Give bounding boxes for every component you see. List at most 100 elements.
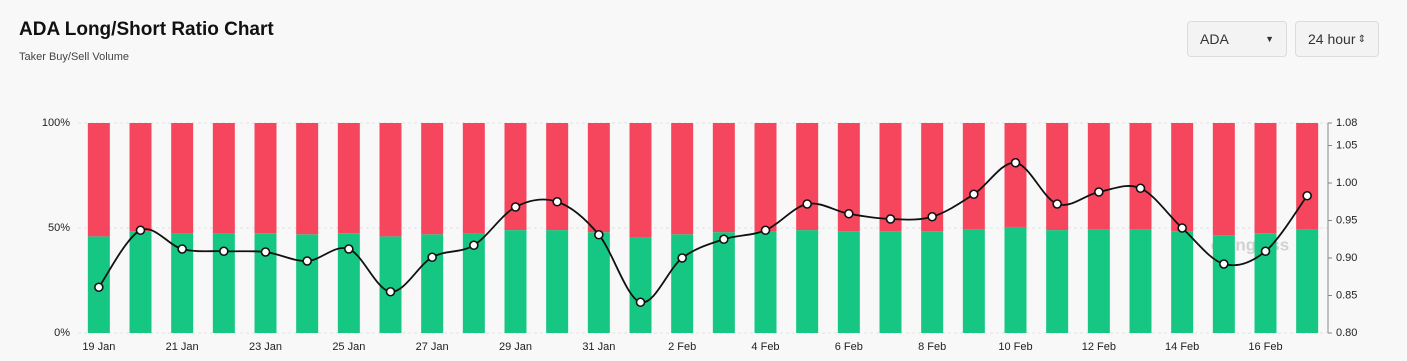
ratio-point [469, 240, 479, 251]
ratio-point [1302, 190, 1312, 201]
bar-segment [462, 123, 485, 234]
x-tick-label: 21 Jan [166, 341, 199, 353]
coin-select[interactable]: ADA ▼ [1187, 21, 1287, 57]
bar-segment [379, 236, 402, 333]
bar-segment [879, 231, 902, 333]
bar-segment [337, 233, 360, 333]
bar-segment [629, 123, 652, 238]
ratio-point [844, 208, 854, 219]
bar-segment [171, 233, 194, 333]
ratio-point [1052, 199, 1062, 209]
ratio-point [594, 229, 604, 240]
ratio-point [1177, 223, 1187, 233]
bar-segment [754, 123, 777, 232]
ratio-point [1010, 157, 1021, 168]
bar-segment [1129, 229, 1152, 333]
bar-segment [421, 234, 444, 333]
y-tick-label: 50% [48, 222, 70, 234]
x-tick-label: 2 Feb [668, 341, 696, 353]
x-tick-label: 10 Feb [998, 341, 1032, 353]
coin-value: ADA [1200, 31, 1229, 47]
bar-segment [587, 232, 610, 333]
bar-segment [1087, 123, 1110, 230]
bar-segment [1129, 123, 1152, 230]
bar-segment [1212, 235, 1235, 333]
y2-tick-label: 1.00 [1336, 177, 1357, 189]
ratio-point [219, 246, 229, 257]
ratio-point [677, 253, 687, 263]
y2-tick-label: 0.85 [1336, 289, 1357, 301]
bar-segment [837, 231, 860, 333]
bar-segment [129, 123, 152, 232]
bar-segment [171, 123, 194, 234]
ratio-point [719, 234, 729, 245]
bar-segment [129, 231, 152, 333]
bar-segment [462, 233, 485, 333]
x-tick-label: 4 Feb [751, 341, 779, 353]
x-tick-label: 31 Jan [582, 341, 615, 353]
bar-segment [1004, 123, 1027, 227]
title: ADA Long/Short Ratio Chart [19, 19, 274, 40]
y-tick-label: 100% [42, 117, 70, 129]
ratio-point [802, 199, 812, 209]
caret: ⇕ [1357, 33, 1366, 45]
bar-segment [671, 234, 694, 333]
bar-segment [421, 123, 444, 235]
ratio-point [1219, 259, 1229, 269]
ratio-point [885, 214, 896, 224]
bar-segment [1254, 123, 1277, 234]
x-tick-label: 12 Feb [1082, 341, 1116, 353]
x-tick-label: 8 Feb [918, 341, 946, 353]
bar-segment [921, 231, 944, 333]
ratio-point [302, 256, 312, 266]
x-tick-label: 16 Feb [1248, 341, 1282, 353]
ratio-point [260, 247, 271, 257]
y2-tick-label: 0.80 [1336, 327, 1357, 339]
range-select[interactable]: 24 hour ⇕ [1295, 21, 1379, 57]
x-tick-label: 6 Feb [835, 341, 863, 353]
bar-segment [546, 123, 569, 231]
bar-segment [212, 123, 235, 234]
bar-segment [712, 123, 735, 233]
bar-segment [962, 123, 985, 230]
y2-tick-label: 1.08 [1336, 117, 1357, 129]
bar-segment [212, 233, 235, 333]
bar-segment [1087, 229, 1110, 333]
ratio-point [1094, 187, 1104, 197]
ratio-point [969, 189, 979, 200]
bar-segment [504, 123, 527, 231]
y-tick-label: 0% [54, 327, 70, 339]
x-tick-label: 19 Jan [82, 341, 115, 353]
bar-segment [1046, 230, 1069, 333]
bar-segment [254, 233, 277, 333]
ratio-point [344, 244, 354, 254]
bar-segment [296, 123, 319, 235]
bar-segment [629, 237, 652, 333]
bar-segment [379, 123, 402, 237]
ratio-point [1135, 183, 1146, 194]
bar-segment [1046, 123, 1069, 231]
x-tick-label: 23 Jan [249, 341, 282, 353]
ratio-point [927, 211, 937, 222]
ratio-point [1260, 246, 1271, 257]
bar-segment [546, 230, 569, 333]
ratio-point [135, 225, 146, 236]
ratio-point [552, 196, 562, 207]
ratio-point [760, 225, 771, 236]
bar-segment [921, 123, 944, 232]
bar-segment [754, 231, 777, 333]
bar-segment [296, 234, 319, 333]
bar-segment [1004, 226, 1027, 333]
bar-segment [837, 123, 860, 232]
ratio-line [98, 161, 1308, 304]
bar-segment [796, 123, 819, 231]
x-tick-label: 14 Feb [1165, 341, 1199, 353]
ratio-point [635, 297, 646, 308]
bar-segment [1171, 123, 1194, 232]
bar-segment [879, 123, 902, 232]
x-tick-label: 29 Jan [499, 341, 532, 353]
ratio-point [510, 202, 521, 212]
bar-segment [1296, 229, 1319, 333]
caret: ▼ [1265, 34, 1274, 44]
